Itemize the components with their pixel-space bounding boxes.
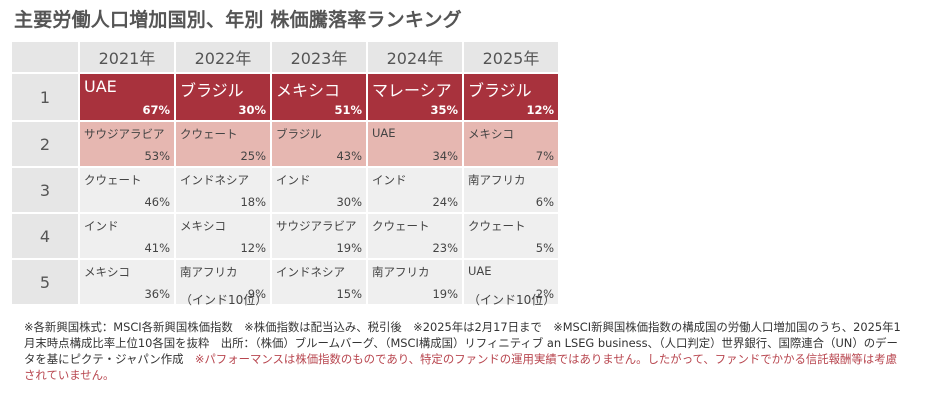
country-name: ブラジル xyxy=(276,127,322,141)
country-name: 南アフリカ xyxy=(180,265,238,279)
table-cell: クウェート 5% xyxy=(462,212,560,260)
return-pct: 2% xyxy=(535,287,554,301)
table-row: 1 UAE 67% ブラジル 30% メキシコ 51% マレーシア 35% ブラジル 12… xyxy=(10,72,560,122)
india-rank-note-2022: （インド10位） xyxy=(180,293,268,307)
return-pct: 35% xyxy=(430,103,458,117)
country-name: インドネシア xyxy=(180,173,249,187)
country-name: UAE xyxy=(372,126,396,140)
table-cell: インド 41% xyxy=(78,212,176,260)
return-pct: 67% xyxy=(142,103,170,117)
year-header: 2024年 xyxy=(366,40,464,74)
return-pct: 19% xyxy=(432,287,458,301)
table-cell: ブラジル 30% xyxy=(174,72,272,122)
table-cell: ブラジル 12% xyxy=(462,72,560,122)
return-pct: 34% xyxy=(432,149,458,163)
country-name: ブラジル xyxy=(180,81,244,100)
country-name: サウジアラビア xyxy=(84,127,165,141)
country-name: メキシコ xyxy=(180,219,226,233)
table-cell: クウェート 46% xyxy=(78,166,176,214)
performance-disclaimer: ※パフォーマンスは株価指数のものであり、特定のファンドの運用実績ではありません。… xyxy=(24,352,897,382)
return-pct: 30% xyxy=(238,103,266,117)
table-row: 3 クウェート 46% インドネシア 18% インド 30% インド 24% 南アフリカ… xyxy=(10,166,560,214)
return-pct: 53% xyxy=(144,149,170,163)
return-pct: 46% xyxy=(144,195,170,209)
return-pct: 19% xyxy=(336,241,362,255)
country-name: インド xyxy=(84,219,119,233)
return-pct: 9% xyxy=(247,287,266,301)
year-header: 2022年 xyxy=(174,40,272,74)
table-cell: マレーシア 35% xyxy=(366,72,464,122)
year-header-row: 2021年 2022年 2023年 2024年 2025年 xyxy=(10,40,560,74)
rank-label: 5 xyxy=(10,258,80,306)
return-pct: 6% xyxy=(535,195,554,209)
table-cell: サウジアラビア 19% xyxy=(270,212,368,260)
year-header: 2025年 xyxy=(462,40,560,74)
rank-label: 4 xyxy=(10,212,80,260)
table-cell: クウェート 23% xyxy=(366,212,464,260)
country-name: クウェート xyxy=(468,219,526,233)
rank-label: 2 xyxy=(10,120,80,168)
return-pct: 24% xyxy=(432,195,458,209)
table-row: 5 メキシコ 36% 南アフリカ 9% インドネシア 15% 南アフリカ 19% UAE… xyxy=(10,258,560,306)
return-pct: 36% xyxy=(144,287,170,301)
return-pct: 18% xyxy=(240,195,266,209)
corner-cell xyxy=(10,40,80,74)
return-pct: 30% xyxy=(336,195,362,209)
return-pct: 5% xyxy=(535,241,554,255)
table-cell: メキシコ 51% xyxy=(270,72,368,122)
country-name: メキシコ xyxy=(276,81,341,100)
country-name: ブラジル xyxy=(468,81,532,100)
table-cell: メキシコ 7% xyxy=(462,120,560,168)
india-rank-note-2025: （インド10位） xyxy=(468,293,556,307)
table-cell: インドネシア 15% xyxy=(270,258,368,306)
return-pct: 51% xyxy=(334,103,362,117)
table-cell: 南アフリカ 9% xyxy=(174,258,272,306)
table-cell: UAE 2% xyxy=(462,258,560,306)
page-title: 主要労働人口増加国別、年別 株価騰落率ランキング xyxy=(14,9,462,31)
country-name: インドネシア xyxy=(276,265,345,279)
return-pct: 25% xyxy=(240,149,266,163)
table-cell: インド 30% xyxy=(270,166,368,214)
country-name: インド xyxy=(372,173,407,187)
return-pct: 43% xyxy=(336,149,362,163)
table-cell: 南アフリカ 6% xyxy=(462,166,560,214)
country-name: クウェート xyxy=(180,127,238,141)
country-name: 南アフリカ xyxy=(372,265,430,279)
table-cell: UAE 34% xyxy=(366,120,464,168)
return-pct: 15% xyxy=(336,287,362,301)
table-row: 2 サウジアラビア 53% クウェート 25% ブラジル 43% UAE 34% メキシ… xyxy=(10,120,560,168)
year-header: 2021年 xyxy=(78,40,176,74)
table-cell: メキシコ 36% xyxy=(78,258,176,306)
country-name: メキシコ xyxy=(84,265,130,279)
return-pct: 12% xyxy=(240,241,266,255)
return-pct: 12% xyxy=(526,103,554,117)
rank-label: 3 xyxy=(10,166,80,214)
country-name: クウェート xyxy=(372,219,430,233)
return-pct: 23% xyxy=(432,241,458,255)
ranking-table: 2021年 2022年 2023年 2024年 2025年 1 UAE 67% ブ… xyxy=(10,40,560,306)
country-name: サウジアラビア xyxy=(276,219,357,233)
footnote: ※各新興国株式：MSCI各新興国株価指数 ※株価指数は配当込み、税引後 ※202… xyxy=(24,319,904,383)
table-cell: クウェート 25% xyxy=(174,120,272,168)
table-cell: インド 24% xyxy=(366,166,464,214)
table-cell: メキシコ 12% xyxy=(174,212,272,260)
table-cell: サウジアラビア 53% xyxy=(78,120,176,168)
year-header: 2023年 xyxy=(270,40,368,74)
footnote-text: ※各新興国株式：MSCI各新興国株価指数 ※株価指数は配当込み、税引後 ※202… xyxy=(24,320,901,366)
return-pct: 41% xyxy=(144,241,170,255)
table-cell: UAE 67% xyxy=(78,72,176,122)
table-cell: ブラジル 43% xyxy=(270,120,368,168)
table-row: 4 インド 41% メキシコ 12% サウジアラビア 19% クウェート 23% クウェ… xyxy=(10,212,560,260)
country-name: マレーシア xyxy=(372,81,452,100)
country-name: クウェート xyxy=(84,173,142,187)
country-name: 南アフリカ xyxy=(468,173,526,187)
table-cell: 南アフリカ 19% xyxy=(366,258,464,306)
table-cell: インドネシア 18% xyxy=(174,166,272,214)
country-name: UAE xyxy=(468,264,492,278)
rank-label: 1 xyxy=(10,72,80,122)
country-name: メキシコ xyxy=(468,127,514,141)
return-pct: 7% xyxy=(535,149,554,163)
country-name: UAE xyxy=(84,77,117,96)
country-name: インド xyxy=(276,173,311,187)
